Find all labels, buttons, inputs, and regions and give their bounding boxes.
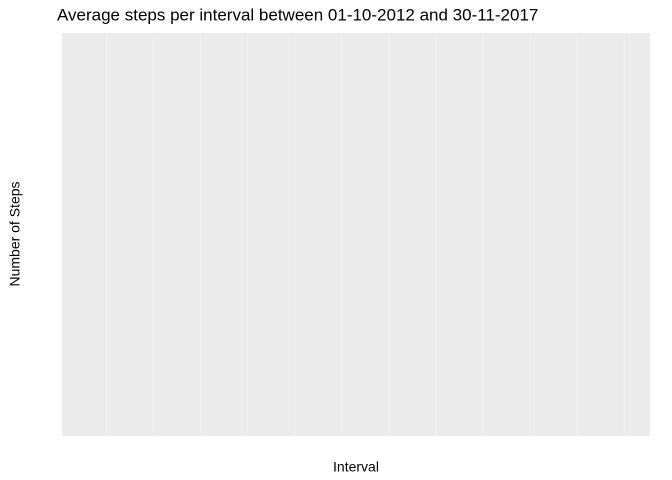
plot-panel [62,33,650,436]
y-axis-title: Number of Steps [7,181,23,286]
chart-title: Average steps per interval between 01-10… [57,5,538,24]
x-axis-title: Interval [333,459,379,475]
